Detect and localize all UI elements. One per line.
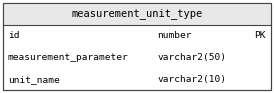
Text: number: number <box>157 31 192 40</box>
Text: varchar2(10): varchar2(10) <box>157 75 226 84</box>
Text: PK: PK <box>255 31 266 40</box>
Text: varchar2(50): varchar2(50) <box>157 53 226 62</box>
Text: measurement_parameter: measurement_parameter <box>8 53 129 62</box>
Bar <box>3 3 271 25</box>
Text: id: id <box>8 31 19 40</box>
Text: unit_name: unit_name <box>8 75 60 84</box>
Text: measurement_unit_type: measurement_unit_type <box>71 9 203 19</box>
